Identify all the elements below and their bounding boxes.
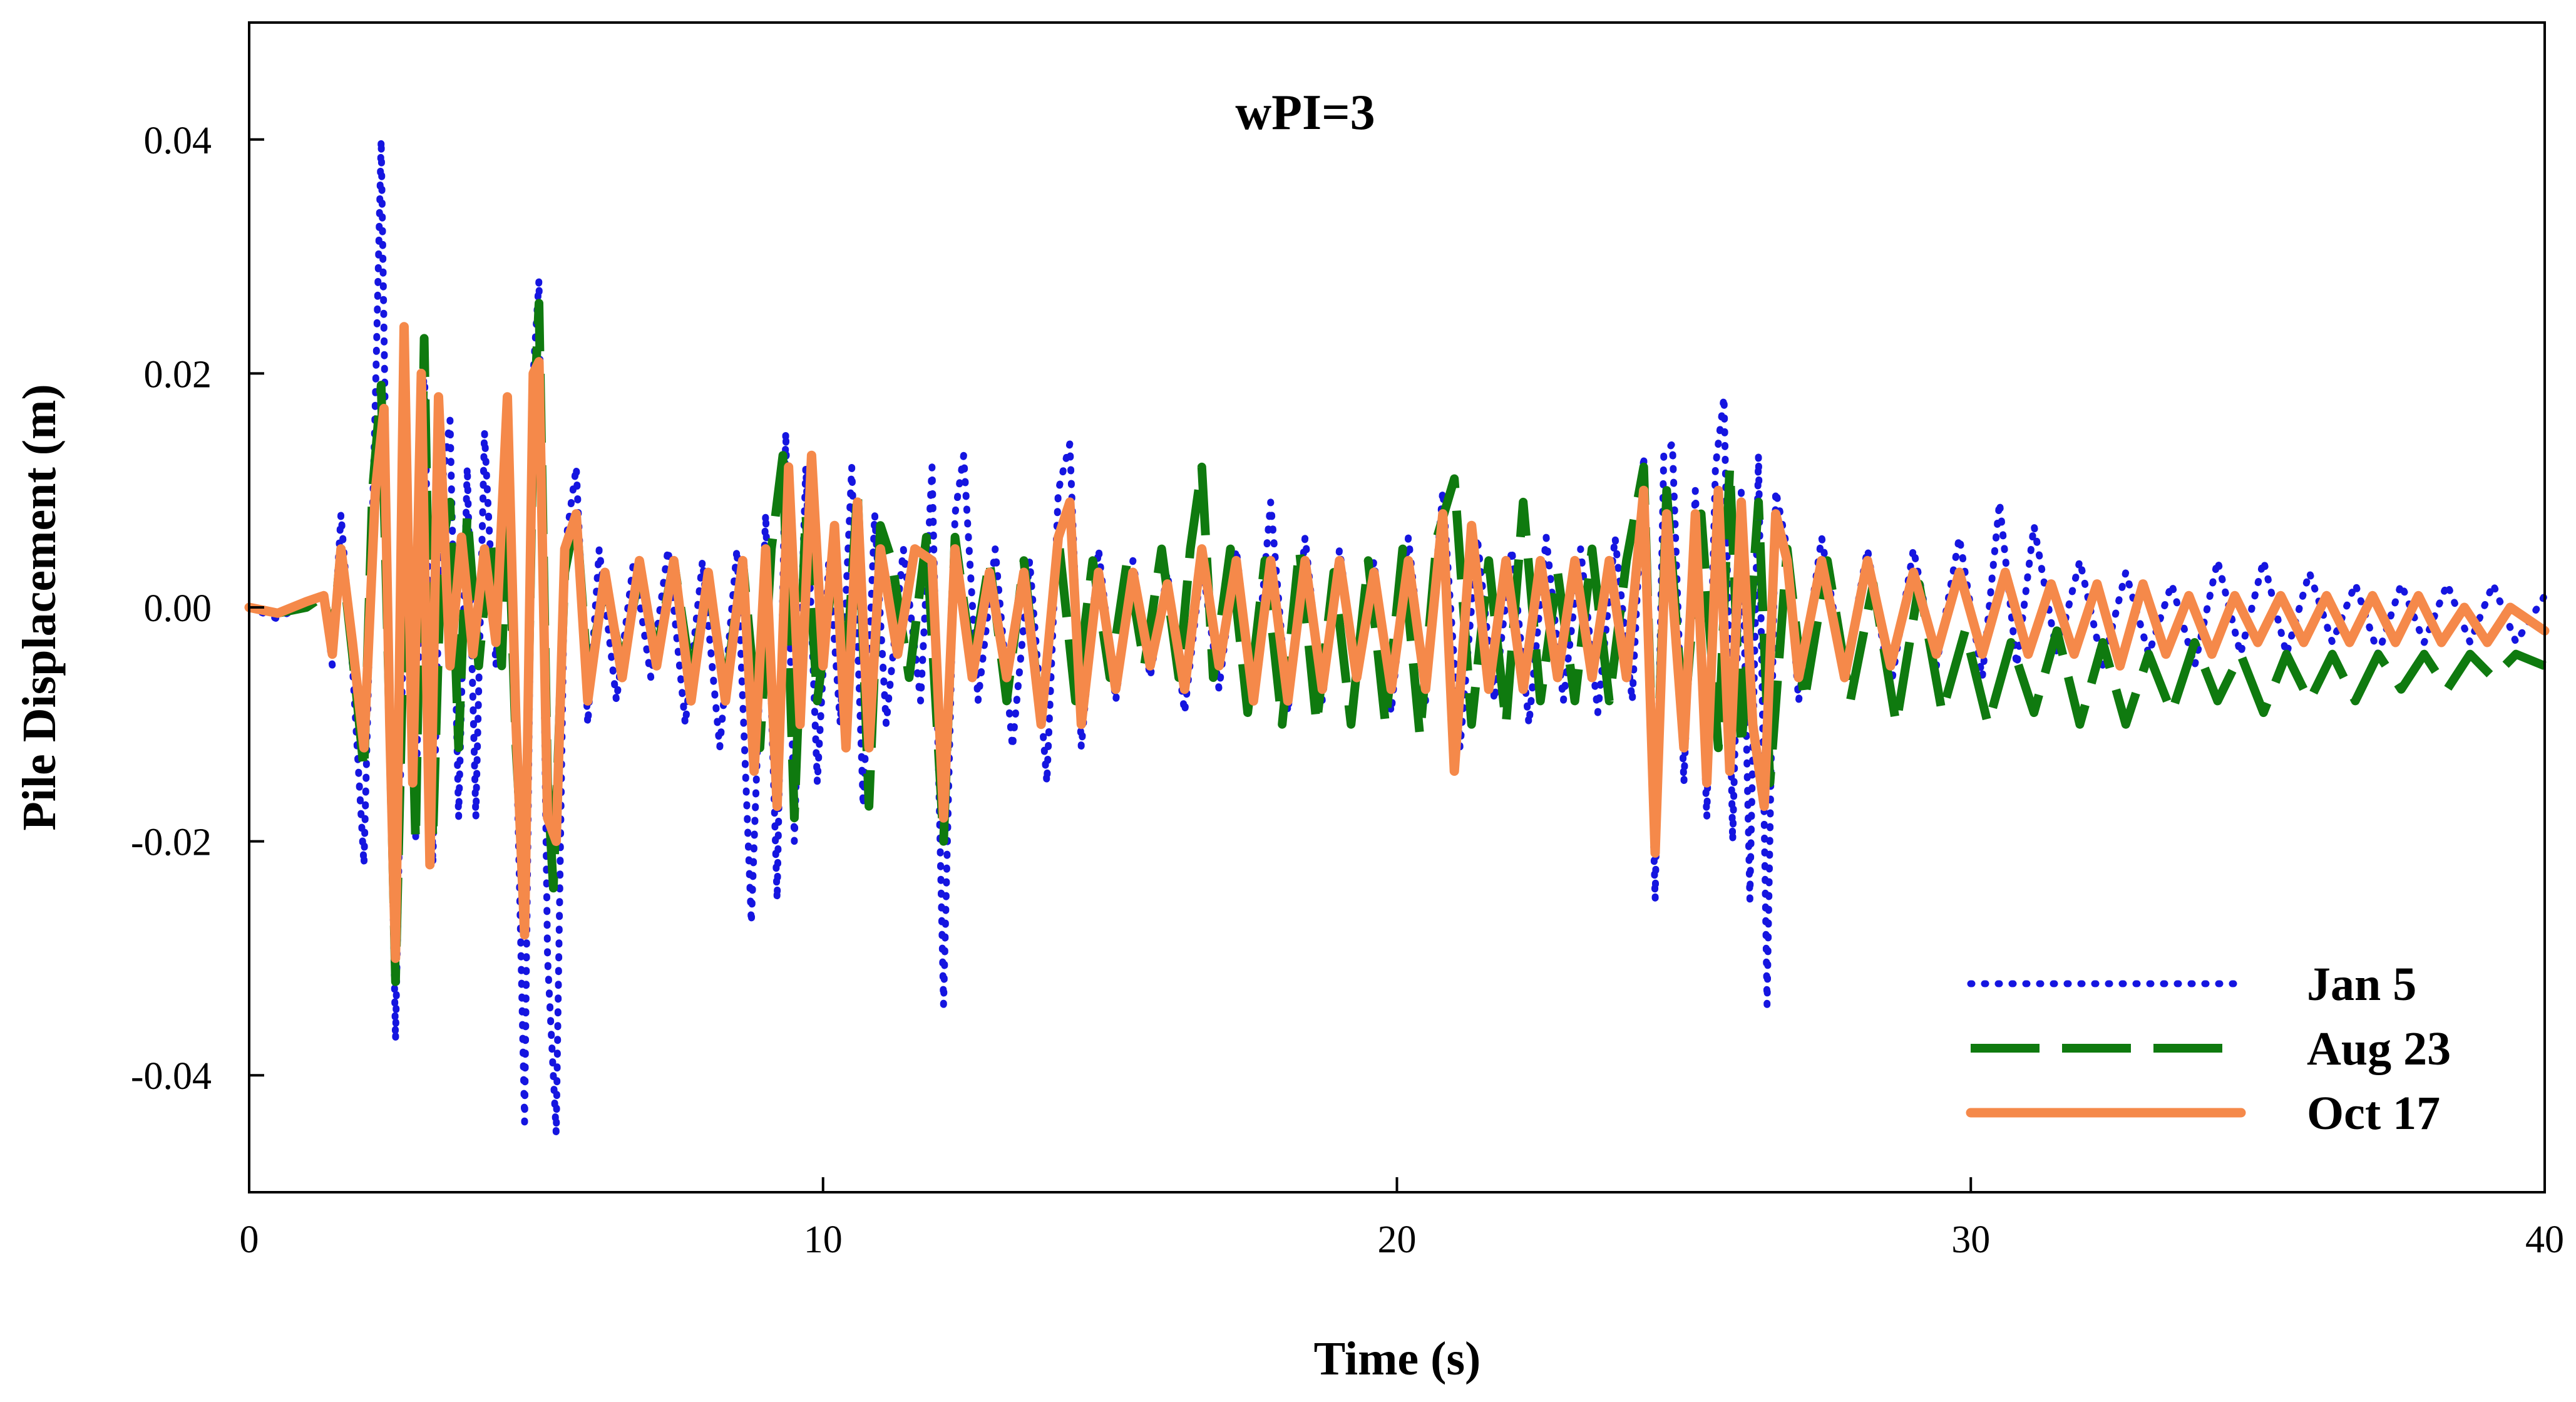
legend-label-aug-23: Aug 23 <box>2307 1023 2451 1075</box>
x-axis-title: Time (s) <box>1314 1332 1481 1385</box>
legend: Jan 5 Aug 23 Oct 17 <box>1966 958 2451 1140</box>
x-tick-label: 20 <box>1378 1219 1417 1261</box>
y-tick-label: 0.00 <box>144 587 212 630</box>
series-line-oct-17 <box>244 322 2550 963</box>
series-layer <box>244 136 2550 1138</box>
y-tick-label: 0.02 <box>144 353 212 396</box>
x-tick-label: 10 <box>804 1219 843 1261</box>
x-tick-label: 40 <box>2525 1219 2564 1261</box>
y-axis-title: Pile Displacement (m) <box>13 384 66 830</box>
x-tick-label: 0 <box>240 1219 259 1261</box>
legend-label-jan-5: Jan 5 <box>2307 958 2416 1011</box>
y-tick-label: -0.02 <box>131 822 212 864</box>
y-tick-label: -0.04 <box>131 1055 212 1098</box>
x-tick-label: 30 <box>1951 1219 1990 1261</box>
y-tick-label: 0.04 <box>144 120 212 162</box>
tick-layer: 0 10 20 30 40 0.04 0.02 0.00 -0.02 -0.04 <box>131 120 2564 1261</box>
legend-label-oct-17: Oct 17 <box>2307 1087 2440 1140</box>
plot-title: wPI=3 <box>1235 85 1375 140</box>
